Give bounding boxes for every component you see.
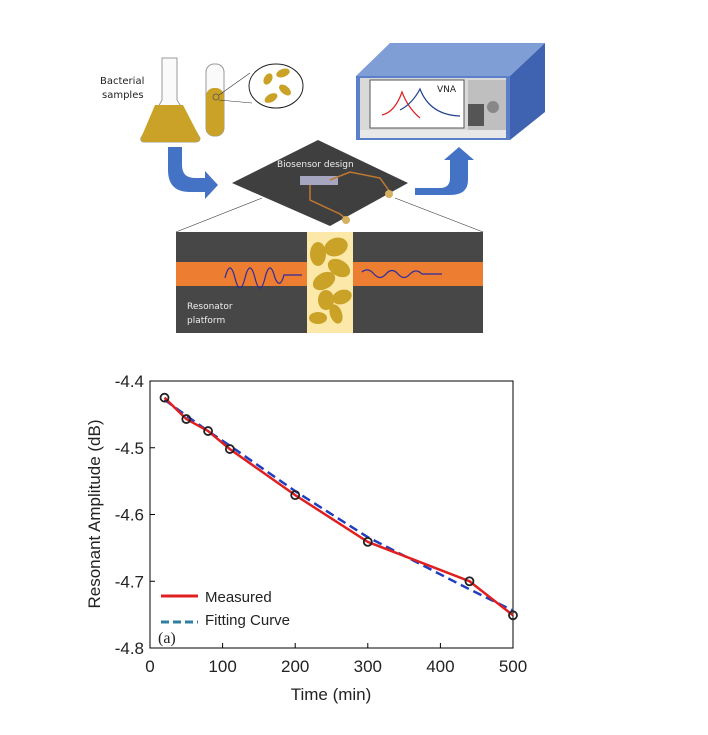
- schematic-diagram: Bacterial samples VNA: [100, 43, 545, 333]
- x-tick-label: 100: [208, 657, 236, 676]
- x-tick-label: 300: [354, 657, 382, 676]
- legend: Measured Fitting Curve: [161, 589, 290, 629]
- flask-liquid: [140, 105, 200, 142]
- x-tick-label: 400: [426, 657, 454, 676]
- data-point: [362, 536, 373, 547]
- data-point: [224, 444, 235, 454]
- x-tick-label: 0: [145, 657, 154, 676]
- x-tick-label: 200: [281, 657, 309, 676]
- resonator-platform: Resonator platform: [176, 232, 483, 333]
- x-axis-label: Time (min): [291, 685, 372, 704]
- legend-label-measured: Measured: [205, 589, 272, 606]
- panel-label: (a): [158, 630, 176, 647]
- y-tick-label: -4.5: [115, 439, 144, 458]
- data-point: [159, 392, 170, 403]
- vna-instrument-icon: VNA: [356, 43, 545, 140]
- y-tick-label: -4.7: [115, 572, 144, 591]
- test-tube-liquid: [206, 88, 224, 136]
- data-point: [290, 490, 301, 501]
- resonator-label-1: Resonator: [187, 302, 233, 312]
- biosensor-label: Biosensor design: [277, 160, 354, 170]
- y-tick-label: -4.4: [115, 372, 144, 391]
- vna-label: VNA: [437, 85, 457, 95]
- bacterial-label-1: Bacterial: [100, 76, 144, 87]
- magnify-spot: [212, 93, 220, 101]
- arrow-to-vna-icon: [415, 147, 474, 195]
- y-axis-label: Resonant Amplitude (dB): [85, 420, 104, 609]
- bacterial-label-2: samples: [102, 90, 144, 101]
- line-chart: -4.4 -4.5 -4.6 -4.7 -4.80 100 200 300 400 500 Tim…: [85, 372, 527, 704]
- data-point: [181, 414, 192, 424]
- legend-label-fitting: Fitting Curve: [205, 612, 290, 629]
- y-tick-label: -4.8: [115, 639, 144, 658]
- data-point: [464, 576, 475, 587]
- bacteria-magnified-icon: [248, 63, 304, 109]
- x-tick-label: 500: [499, 657, 527, 676]
- arrow-to-sensor-icon: [168, 147, 218, 199]
- data-point: [203, 426, 213, 436]
- y-tick-label: -4.6: [115, 506, 144, 525]
- data-point: [508, 610, 518, 621]
- resonator-label-2: platform: [187, 316, 225, 326]
